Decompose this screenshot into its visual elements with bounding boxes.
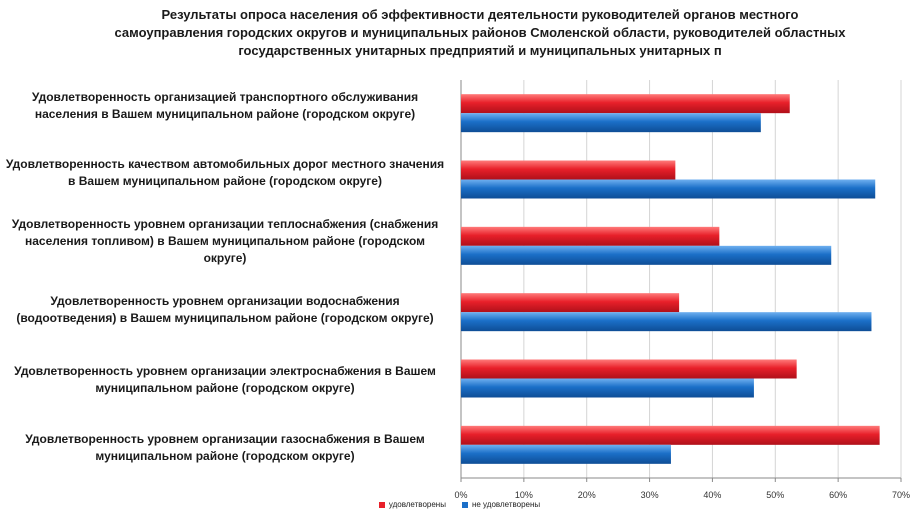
category-label: Удовлетворенность уровнем организации во… xyxy=(16,294,434,325)
legend-swatch-not-satisfied xyxy=(461,501,468,508)
bar-satisfied xyxy=(461,226,720,246)
category-label: Удовлетворенность уровнем организации га… xyxy=(25,432,425,463)
bar-satisfied xyxy=(461,425,880,445)
category-label: Удовлетворенность уровнем организации те… xyxy=(11,216,439,265)
legend-label: удовлетворены xyxy=(388,500,446,509)
category-label: Удовлетворенность организацией транспорт… xyxy=(31,90,419,121)
bar-satisfied xyxy=(461,94,790,114)
bar-satisfied xyxy=(461,160,676,180)
x-tick-label: 30% xyxy=(641,490,659,500)
category-label: Удовлетворенность качеством автомобильны… xyxy=(5,157,445,188)
x-tick-label: 50% xyxy=(766,490,784,500)
legend-item: не удовлетворены xyxy=(461,500,541,509)
legend-swatch-satisfied xyxy=(378,501,385,508)
x-tick-label: 10% xyxy=(515,490,533,500)
bar-not-satisfied xyxy=(461,312,872,332)
x-tick-label: 40% xyxy=(703,490,721,500)
bar-not-satisfied xyxy=(461,378,754,398)
bar-not-satisfied xyxy=(461,113,761,133)
x-tick-label: 70% xyxy=(892,490,910,500)
chart-title-line-2: самоуправления городских округов и муниц… xyxy=(114,25,846,40)
bar-satisfied xyxy=(461,293,680,313)
chart-title: Результаты опроса населения об эффективн… xyxy=(110,6,850,60)
legend-item: удовлетворены xyxy=(378,500,446,509)
legend-label: не удовлетворены xyxy=(471,500,541,509)
category-label: Удовлетворенность уровнем организации эл… xyxy=(14,364,436,395)
chart-title-line-3: государственных унитарных предприятий и … xyxy=(238,43,722,58)
bar-not-satisfied xyxy=(461,179,876,199)
bar-satisfied xyxy=(461,359,797,379)
x-tick-label: 20% xyxy=(578,490,596,500)
chart-title-line-1: Результаты опроса населения об эффективн… xyxy=(161,7,799,22)
x-tick-label: 0% xyxy=(454,490,467,500)
bar-not-satisfied xyxy=(461,444,671,464)
legend: удовлетворены не удовлетворены xyxy=(0,500,919,509)
bar-not-satisfied xyxy=(461,245,832,265)
x-tick-label: 60% xyxy=(829,490,847,500)
